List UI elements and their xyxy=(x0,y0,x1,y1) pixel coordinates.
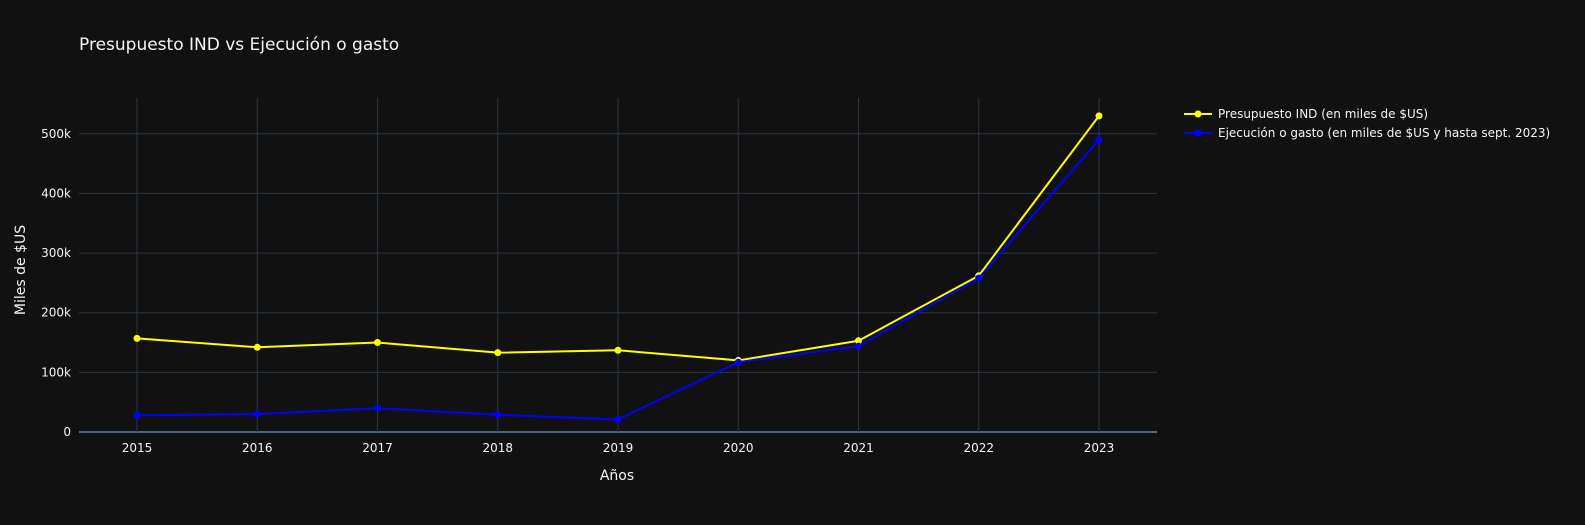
data-point[interactable] xyxy=(494,411,502,419)
legend-item[interactable]: Ejecución o gasto (en miles de $US y has… xyxy=(1184,126,1550,140)
data-point[interactable] xyxy=(374,404,381,412)
x-axis-ticks: 2015 2016 2017 2018 2019 2020 2021 2022 2023 xyxy=(122,441,1115,455)
x-tick-label: 2017 xyxy=(362,441,393,455)
data-point[interactable] xyxy=(1095,136,1103,144)
legend-label: Ejecución o gasto (en miles de $US y has… xyxy=(1218,126,1550,140)
y-tick-label: 400k xyxy=(41,186,71,200)
y-tick-label: 0 xyxy=(63,425,71,439)
data-point[interactable] xyxy=(253,343,261,351)
data-point[interactable] xyxy=(614,346,622,354)
x-tick-label: 2020 xyxy=(723,441,754,455)
series-2 xyxy=(133,136,1103,423)
y-tick-label: 500k xyxy=(41,127,71,141)
legend-label: Presupuesto IND (en miles de $US) xyxy=(1218,107,1428,121)
y-axis-ticks: 0 100k 200k 300k 400k 500k xyxy=(41,127,71,439)
x-tick-label: 2015 xyxy=(122,441,153,455)
y-tick-label: 300k xyxy=(41,246,71,260)
data-point[interactable] xyxy=(855,342,862,350)
data-point[interactable] xyxy=(374,339,381,347)
x-tick-label: 2021 xyxy=(843,441,874,455)
data-point[interactable] xyxy=(734,358,742,366)
y-axis-title: Miles de $US xyxy=(13,225,29,315)
x-tick-label: 2023 xyxy=(1084,441,1115,455)
legend-marker-icon xyxy=(1194,129,1202,137)
x-tick-label: 2016 xyxy=(242,441,273,455)
data-point[interactable] xyxy=(855,337,862,345)
grid xyxy=(79,98,1157,433)
data-point[interactable] xyxy=(494,349,502,357)
series-layer xyxy=(133,112,1103,423)
data-point[interactable] xyxy=(975,274,983,282)
x-axis-title: Años xyxy=(600,468,634,484)
chart-title: Presupuesto IND vs Ejecución o gasto xyxy=(79,35,399,55)
data-point[interactable] xyxy=(1095,112,1103,120)
data-point[interactable] xyxy=(614,415,622,423)
data-point[interactable] xyxy=(133,334,141,342)
x-tick-label: 2019 xyxy=(603,441,634,455)
legend[interactable]: Presupuesto IND (en miles de $US) Ejecuci… xyxy=(1184,107,1550,140)
data-point[interactable] xyxy=(253,410,261,418)
data-point[interactable] xyxy=(133,411,141,419)
legend-item[interactable]: Presupuesto IND (en miles de $US) xyxy=(1184,107,1428,121)
legend-marker-icon xyxy=(1194,110,1202,118)
x-tick-label: 2022 xyxy=(963,441,994,455)
y-tick-label: 200k xyxy=(41,306,71,320)
y-tick-label: 100k xyxy=(41,365,71,379)
x-tick-label: 2018 xyxy=(482,441,513,455)
